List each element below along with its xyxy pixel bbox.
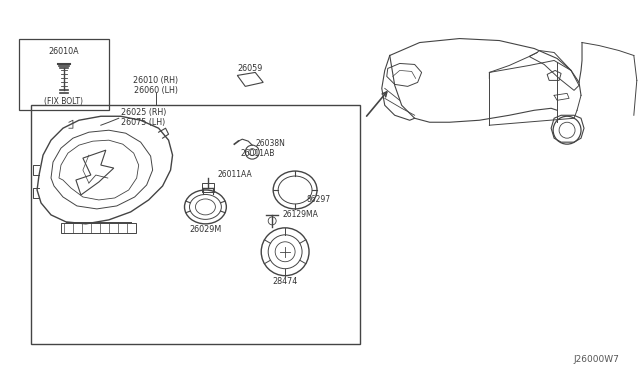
- Text: 26011AB: 26011AB: [240, 149, 275, 158]
- Text: 26060 (LH): 26060 (LH): [134, 86, 178, 95]
- Text: 26129MA: 26129MA: [282, 211, 318, 219]
- Bar: [61, 223, 136, 233]
- Text: 26010A: 26010A: [49, 47, 79, 56]
- Text: 26025 (RH): 26025 (RH): [121, 108, 166, 117]
- Text: (FIX BOLT): (FIX BOLT): [44, 97, 83, 106]
- Text: 26011AA: 26011AA: [218, 170, 252, 179]
- Bar: [19, 39, 109, 110]
- Bar: [31, 105, 360, 344]
- Bar: [202, 183, 214, 192]
- Text: 26029M: 26029M: [189, 225, 221, 234]
- Text: 26010 (RH): 26010 (RH): [133, 76, 178, 85]
- Text: 26075 (LH): 26075 (LH): [121, 118, 165, 127]
- Text: 26059: 26059: [237, 64, 263, 73]
- Text: 28474: 28474: [273, 277, 298, 286]
- Text: 26038N: 26038N: [255, 139, 285, 148]
- Text: J26000W7: J26000W7: [573, 355, 619, 364]
- Text: 86297: 86297: [306, 195, 330, 205]
